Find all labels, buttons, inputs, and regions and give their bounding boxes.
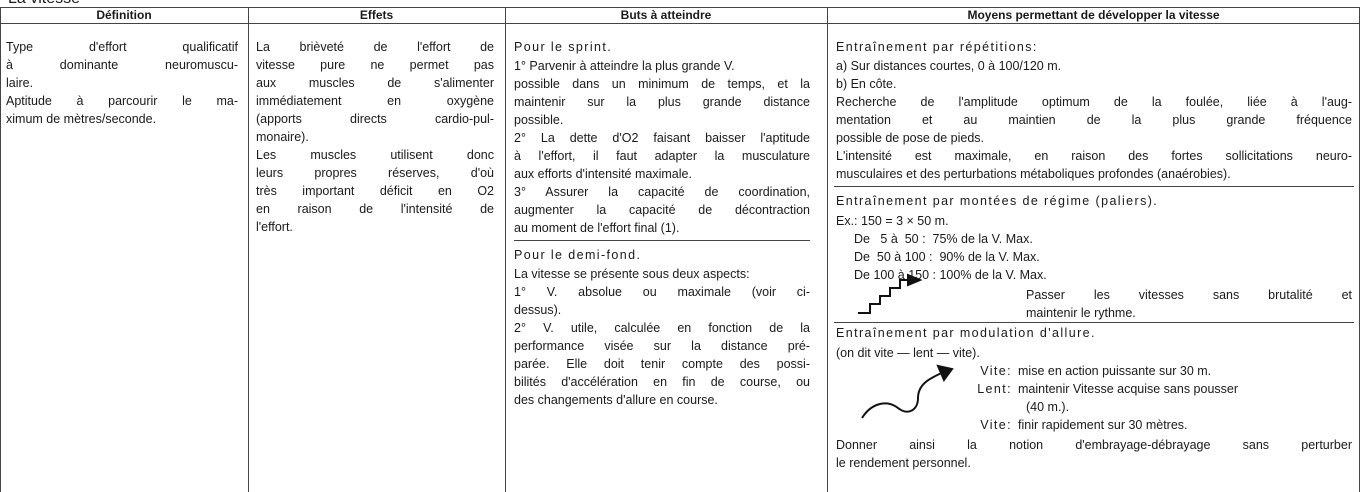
column-rule (0, 7, 1, 492)
allure-label: Vite: (980, 364, 1012, 378)
column-rule (827, 7, 828, 492)
stairs-icon (858, 273, 923, 314)
column-rule (248, 7, 249, 492)
effets-line: l'effort. (256, 220, 293, 234)
allure-text: (40 m.). (1026, 400, 1070, 414)
moyens-note: maintenir le rythme. (1026, 306, 1136, 320)
buts-line: dessus). (514, 303, 562, 317)
allure-label: Vite: (980, 418, 1012, 432)
buts-line: au moment de l'effort final (1). (514, 221, 680, 235)
moyens-line: (on dit vite — lent — vite). (836, 346, 980, 360)
moyens-heading: Entraînement par modulation d'allure. (836, 326, 1096, 340)
header-bottom-rule (0, 23, 1360, 24)
moyens-line: L'intensité est maximale, en raison des … (836, 149, 1352, 163)
section-rule (514, 240, 810, 241)
section-rule (834, 322, 1354, 323)
effets-line: Les muscles utilisent donc (256, 148, 494, 162)
moyens-line: mentation et au maintien de la plus gran… (836, 113, 1352, 127)
definition-line: ximum de mètres/seconde. (6, 112, 157, 126)
moyens-line: b) En côte. (836, 77, 897, 91)
effets-line: immédiatement en oxygène (256, 94, 494, 108)
column-header: Moyens permettant de développer la vites… (967, 8, 1220, 22)
moyens-line: De 50 à 100 : 90% de la V. Max. (854, 250, 1040, 264)
buts-line: 2° La dette d'O2 faisant baisser l'aptit… (514, 131, 810, 145)
buts-line: 1° V. absolue ou maximale (voir ci- (514, 285, 810, 299)
column-header: Buts à atteindre (620, 8, 712, 22)
buts-line: 2° V. utile, calculée en fonction de la (514, 321, 810, 335)
moyens-line: De 100 à 150 : 100% de la V. Max. (854, 268, 1047, 282)
header-top-rule (0, 7, 1360, 8)
effets-line: très important déficit en O2 (256, 184, 494, 198)
allure-label: Lent: (977, 382, 1012, 396)
definition-line: Type d'effort qualificatif (6, 40, 238, 54)
buts-line: possible dans un minimum de temps, et la (514, 77, 810, 91)
effets-line: leurs propres réserves, d'où (256, 166, 494, 180)
buts-heading: Pour le demi-fond. (514, 248, 642, 262)
buts-line: à l'effort, il faut adapter la musculatu… (514, 149, 810, 163)
column-rule (505, 7, 506, 492)
effets-line: (apports directs cardio-pul- (256, 112, 494, 126)
buts-line: aux efforts d'intensité maximale. (514, 167, 692, 181)
effets-line: La brièveté de l'effort de (256, 40, 494, 54)
effets-line: vitesse pure ne permet pas (256, 58, 494, 72)
moyens-heading: Entraînement par répétitions: (836, 40, 1038, 54)
buts-heading: Pour le sprint. (514, 40, 613, 54)
section-rule (834, 186, 1354, 187)
buts-line: bilités d'accélération en fin de course,… (514, 375, 810, 389)
moyens-line: a) Sur distances courtes, 0 à 100/120 m. (836, 59, 1062, 73)
definition-line: laire. (6, 76, 34, 90)
buts-line: 1° Parvenir à atteindre la plus grande V… (514, 59, 735, 73)
buts-line: 3° Assurer la capacité de coordination, (514, 185, 810, 199)
effets-line: monaire). (256, 130, 309, 144)
buts-line: possible. (514, 113, 564, 127)
allure-text: maintenir Vitesse acquise sans pousser (1018, 382, 1239, 396)
buts-line: parée. Elle doit tenir compte des possi- (514, 357, 810, 371)
buts-line: performance visée sur la distance pré- (514, 339, 810, 353)
moyens-line: possible de pose de pieds. (836, 131, 985, 145)
moyens-note: Passer les vitesses sans brutalité et (1026, 288, 1352, 302)
moyens-line: le rendement personnel. (836, 456, 971, 470)
column-header: Effets (359, 8, 394, 22)
column-header: Définition (96, 8, 152, 22)
allure-text: finir rapidement sur 30 mètres. (1018, 418, 1188, 432)
effets-line: en raison de l'intensité de (256, 202, 494, 216)
moyens-line: Ex.: 150 = 3 × 50 m. (836, 214, 949, 228)
buts-line: La vitesse se présente sous deux aspects… (514, 267, 750, 281)
moyens-heading: Entraînement par montées de régime (pali… (836, 194, 1159, 208)
moyens-line: De 5 à 50 : 75% de la V. Max. (854, 232, 1033, 246)
moyens-line: Donner ainsi la notion d'embrayage-débra… (836, 438, 1352, 452)
moyens-line: musculaires et des perturbations métabol… (836, 167, 1231, 181)
buts-line: maintenir sur la plus grande distance (514, 95, 810, 109)
definition-line: Aptitude à parcourir le ma- (6, 94, 238, 108)
buts-line: augmenter la capacité de décontraction (514, 203, 810, 217)
wave-arrow (861, 364, 954, 419)
buts-line: des changements d'allure en course. (514, 393, 718, 407)
section-heading: La vitesse (8, 0, 80, 8)
definition-line: à dominante neuromuscu- (6, 58, 238, 72)
allure-text: mise en action puissante sur 30 m. (1018, 364, 1212, 378)
moyens-line: Recherche de l'amplitude optimum de la f… (836, 95, 1352, 109)
effets-line: aux muscles de s'alimenter (256, 76, 494, 90)
